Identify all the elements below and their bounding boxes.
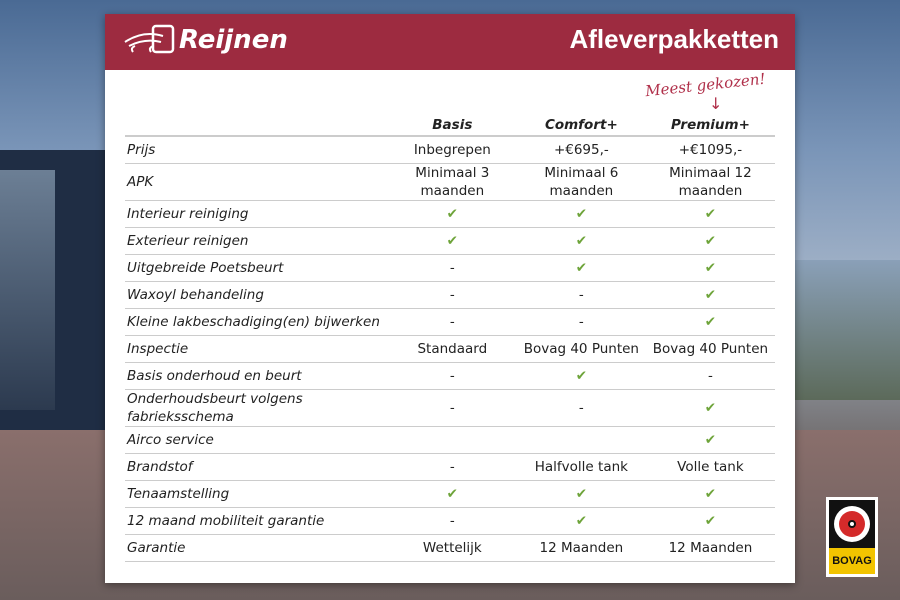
- check-icon: ✔: [516, 200, 646, 228]
- row-label: Exterieur reinigen: [125, 227, 388, 255]
- column-basis: Basis: [387, 114, 517, 137]
- table-row: Kleine lakbeschadiging(en) bijwerken - - ✔: [125, 308, 775, 336]
- cell-value: Standaard: [387, 335, 517, 363]
- check-icon: ✔: [645, 507, 775, 535]
- row-label: Inspectie: [125, 335, 388, 363]
- row-label: APK: [125, 163, 388, 201]
- row-label: Kleine lakbeschadiging(en) bijwerken: [125, 308, 388, 336]
- row-label: 12 maand mobiliteit garantie: [125, 507, 388, 535]
- brand-logo: Reijnen: [123, 22, 288, 58]
- row-label: Basis onderhoud en beurt: [125, 362, 388, 390]
- check-icon: ✔: [516, 227, 646, 255]
- table-row: Exterieur reinigen ✔ ✔ ✔: [125, 227, 775, 255]
- table-header: Basis Comfort+ Premium+: [125, 114, 775, 137]
- car-logo-icon: [124, 24, 175, 54]
- check-icon: ✔: [387, 480, 517, 508]
- cell-value: +€1095,-: [645, 136, 775, 164]
- cell-value: -: [387, 254, 517, 282]
- bovag-logo: BOVAG: [826, 497, 878, 577]
- row-label: Uitgebreide Poetsbeurt: [125, 254, 388, 282]
- brand-name: Reijnen: [179, 25, 288, 55]
- row-label: Prijs: [125, 136, 388, 164]
- cell-value: Bovag 40 Punten: [516, 335, 646, 363]
- column-premium: Premium+: [645, 114, 775, 137]
- cell-value: Wettelijk: [387, 534, 517, 562]
- cell-value: Minimaal 12 maanden: [645, 163, 775, 201]
- cell-value: -: [516, 281, 646, 309]
- cell-value: -: [387, 507, 517, 535]
- check-icon: ✔: [387, 227, 517, 255]
- cell-value: [516, 426, 646, 454]
- cell-value: -: [516, 389, 646, 427]
- table-row: Tenaamstelling ✔ ✔ ✔: [125, 480, 775, 508]
- table-row: APK Minimaal 3 maanden Minimaal 6 maanden M…: [125, 163, 775, 201]
- table-row: Airco service ✔: [125, 426, 775, 454]
- cell-value: Minimaal 3 maanden: [387, 163, 517, 201]
- table-row: Onderhoudsbeurt volgens fabrieksschema - -…: [125, 389, 775, 427]
- check-icon: ✔: [645, 426, 775, 454]
- table-row: Brandstof - Halfvolle tank Volle tank: [125, 453, 775, 481]
- background-street: [795, 260, 900, 400]
- cell-value: -: [387, 308, 517, 336]
- table-row: Prijs Inbegrepen +€695,- +€1095,-: [125, 136, 775, 164]
- row-label: Tenaamstelling: [125, 480, 388, 508]
- table-row: Inspectie Standaard Bovag 40 Punten Bovag 4…: [125, 335, 775, 363]
- row-label: Airco service: [125, 426, 388, 454]
- cell-value: Minimaal 6 maanden: [516, 163, 646, 201]
- row-label: Brandstof: [125, 453, 388, 481]
- check-icon: ✔: [645, 308, 775, 336]
- table-row: Waxoyl behandeling - - ✔: [125, 281, 775, 309]
- table-row: Garantie Wettelijk 12 Maanden 12 Maanden: [125, 534, 775, 562]
- check-icon: ✔: [516, 507, 646, 535]
- check-icon: ✔: [516, 254, 646, 282]
- cell-value: [387, 426, 517, 454]
- row-label: Interieur reiniging: [125, 200, 388, 228]
- cell-value: 12 Maanden: [645, 534, 775, 562]
- table-row: Basis onderhoud en beurt - ✔ -: [125, 362, 775, 390]
- cell-value: Halfvolle tank: [516, 453, 646, 481]
- most-chosen-tag: Meest gekozen!: [644, 69, 767, 101]
- row-label: Garantie: [125, 534, 388, 562]
- cell-value: -: [645, 362, 775, 390]
- check-icon: ✔: [645, 389, 775, 427]
- cell-value: Bovag 40 Punten: [645, 335, 775, 363]
- check-icon: ✔: [645, 227, 775, 255]
- cell-value: -: [387, 453, 517, 481]
- cell-value: +€695,-: [516, 136, 646, 164]
- check-icon: ✔: [645, 200, 775, 228]
- table-row: Uitgebreide Poetsbeurt - ✔ ✔: [125, 254, 775, 282]
- row-label: Waxoyl behandeling: [125, 281, 388, 309]
- table-row: Interieur reiniging ✔ ✔ ✔: [125, 200, 775, 228]
- header-bar: Reijnen Afleverpakketten: [105, 14, 795, 70]
- arrow-icon: ↓: [709, 94, 723, 113]
- check-icon: ✔: [645, 281, 775, 309]
- page-title: Afleverpakketten: [569, 24, 779, 54]
- cell-value: -: [516, 308, 646, 336]
- check-icon: ✔: [645, 254, 775, 282]
- cell-value: Inbegrepen: [387, 136, 517, 164]
- check-icon: ✔: [516, 480, 646, 508]
- packages-card: Reijnen Afleverpakketten Meest gekozen! …: [105, 14, 795, 583]
- comparison-table: Basis Comfort+ Premium+ Prijs Inbegrepen +…: [125, 114, 775, 562]
- check-icon: ✔: [516, 362, 646, 390]
- check-icon: ✔: [645, 480, 775, 508]
- cell-value: -: [387, 389, 517, 427]
- cell-value: Volle tank: [645, 453, 775, 481]
- column-comfort: Comfort+: [516, 114, 646, 137]
- row-label: Onderhoudsbeurt volgens fabrieksschema: [125, 389, 388, 427]
- cell-value: -: [387, 362, 517, 390]
- check-icon: ✔: [387, 200, 517, 228]
- table-row: 12 maand mobiliteit garantie - ✔ ✔: [125, 507, 775, 535]
- background-building: [0, 150, 105, 430]
- cell-value: -: [387, 281, 517, 309]
- cell-value: 12 Maanden: [516, 534, 646, 562]
